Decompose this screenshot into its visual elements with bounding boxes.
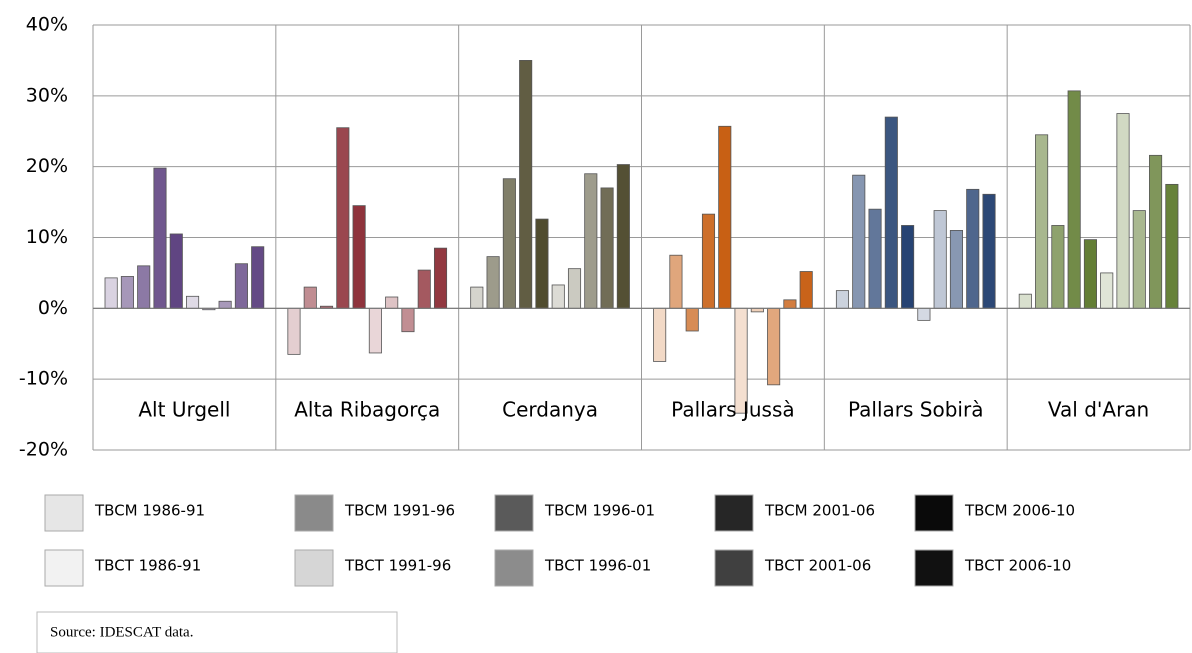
x-tick-label: Pallars Jussà	[671, 398, 794, 422]
bar	[1132, 210, 1146, 309]
y-tick-label: 40%	[26, 14, 68, 36]
x-tick-label: Val d'Aran	[1048, 398, 1149, 422]
bar	[169, 233, 183, 309]
bar	[600, 187, 614, 309]
bar	[783, 299, 797, 309]
bar	[502, 178, 516, 309]
legend-swatch	[294, 549, 334, 587]
legend-label: TBCT 1991-96	[344, 557, 451, 575]
bar	[1018, 293, 1032, 309]
y-tick-label: 20%	[26, 155, 68, 177]
bar	[234, 263, 248, 309]
bar	[1035, 134, 1049, 309]
x-tick-label: Alt Urgell	[138, 398, 230, 422]
legend-swatch	[294, 494, 334, 532]
bar	[1100, 272, 1114, 309]
legend-label: TBCT 2006-10	[964, 557, 1071, 575]
bar	[1116, 113, 1130, 309]
bar	[137, 265, 151, 309]
bar	[701, 213, 716, 309]
bar	[966, 188, 980, 309]
bar	[799, 271, 813, 309]
y-tick-label: -10%	[19, 368, 68, 390]
y-tick-label: 0%	[38, 297, 68, 319]
legend-swatch	[44, 494, 84, 532]
bar	[567, 268, 582, 309]
bar	[901, 225, 915, 309]
bar	[718, 125, 732, 309]
legend-label: TBCT 1986-91	[94, 557, 201, 575]
legend-swatch	[714, 494, 754, 532]
source-note: Source: IDESCAT data.	[50, 624, 193, 640]
bar	[949, 230, 963, 309]
bar	[368, 307, 382, 354]
bar	[685, 307, 699, 332]
x-tick-label: Pallars Sobirà	[848, 398, 983, 422]
bar	[551, 284, 565, 309]
legend-label: TBCM 1996-01	[544, 502, 655, 520]
bar	[982, 193, 996, 309]
bar	[616, 164, 630, 309]
legend-swatch	[914, 549, 954, 587]
bar	[120, 276, 134, 309]
bar	[1165, 183, 1179, 309]
bar	[653, 307, 667, 362]
legend-swatch	[44, 549, 84, 587]
bar	[1067, 90, 1081, 309]
legend-swatch	[914, 494, 954, 532]
bar	[153, 167, 167, 309]
y-tick-label: 30%	[26, 84, 68, 106]
y-tick-label: 10%	[26, 226, 68, 248]
bar	[917, 307, 931, 321]
bar	[852, 174, 866, 309]
bar	[470, 286, 484, 309]
bar	[868, 208, 882, 309]
legend-swatch	[494, 494, 534, 532]
bar	[417, 269, 431, 309]
bar	[104, 277, 118, 309]
bar	[1149, 154, 1163, 309]
bar	[251, 246, 265, 309]
legend-label: TBCT 1996-01	[544, 557, 651, 575]
bar	[1083, 239, 1097, 309]
bar	[352, 205, 366, 309]
bar	[486, 256, 500, 309]
bar	[535, 218, 549, 309]
source-box	[36, 611, 398, 653]
bar	[519, 60, 533, 309]
bar	[1051, 225, 1065, 309]
bar	[303, 286, 317, 309]
legend-label: TBCM 2006-10	[964, 502, 1075, 520]
bar	[669, 254, 683, 309]
bar	[401, 307, 415, 333]
bar	[385, 296, 399, 309]
x-tick-label: Cerdanya	[502, 398, 598, 422]
bar	[933, 210, 947, 309]
y-tick-label: -20%	[19, 439, 68, 461]
x-tick-label: Alta Ribagorça	[294, 398, 440, 422]
bar	[584, 173, 598, 309]
bar	[336, 127, 350, 309]
bar	[433, 247, 448, 309]
legend-swatch	[494, 549, 534, 587]
legend-label: TBCM 2001-06	[764, 502, 875, 520]
bar	[287, 307, 301, 355]
legend-label: TBCM 1991-96	[344, 502, 455, 520]
bar	[767, 307, 781, 386]
bar	[186, 295, 200, 309]
bar	[218, 300, 232, 309]
bar	[835, 290, 850, 309]
legend-label: TBCM 1986-91	[94, 502, 205, 520]
legend-swatch	[714, 549, 754, 587]
legend-label: TBCT 2001-06	[764, 557, 871, 575]
bar	[884, 116, 898, 309]
